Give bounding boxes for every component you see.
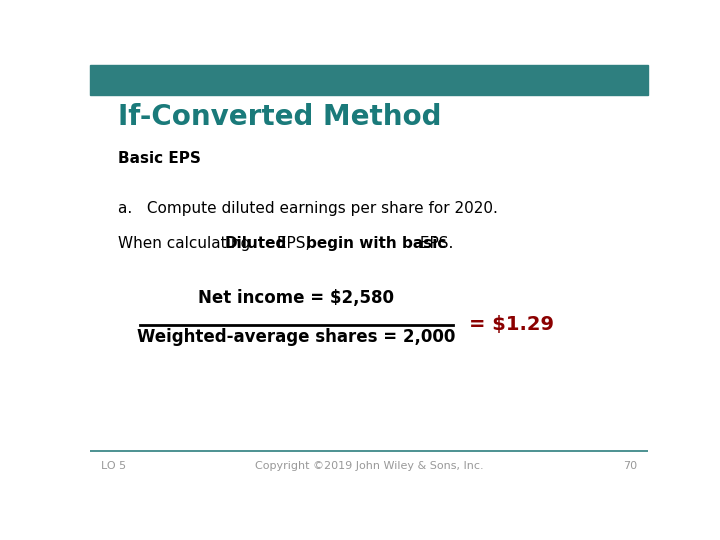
Bar bbox=[90, 65, 648, 94]
Text: EPS.: EPS. bbox=[415, 236, 453, 251]
Text: 70: 70 bbox=[623, 461, 637, 471]
Text: = $1.29: = $1.29 bbox=[469, 315, 554, 334]
Text: Net income = $2,580: Net income = $2,580 bbox=[199, 289, 395, 307]
Text: Weighted-average shares = 2,000: Weighted-average shares = 2,000 bbox=[138, 328, 456, 346]
Text: begin with basic: begin with basic bbox=[306, 236, 446, 251]
Text: EPS,: EPS, bbox=[272, 236, 315, 251]
Text: When calculating: When calculating bbox=[118, 236, 255, 251]
Text: a.   Compute diluted earnings per share for 2020.: a. Compute diluted earnings per share fo… bbox=[118, 201, 498, 216]
Text: Basic EPS: Basic EPS bbox=[118, 151, 201, 166]
Text: Diluted: Diluted bbox=[224, 236, 287, 251]
Text: Copyright ©2019 John Wiley & Sons, Inc.: Copyright ©2019 John Wiley & Sons, Inc. bbox=[255, 461, 483, 471]
Text: LO 5: LO 5 bbox=[101, 461, 126, 471]
Text: If-Converted Method: If-Converted Method bbox=[118, 103, 441, 131]
